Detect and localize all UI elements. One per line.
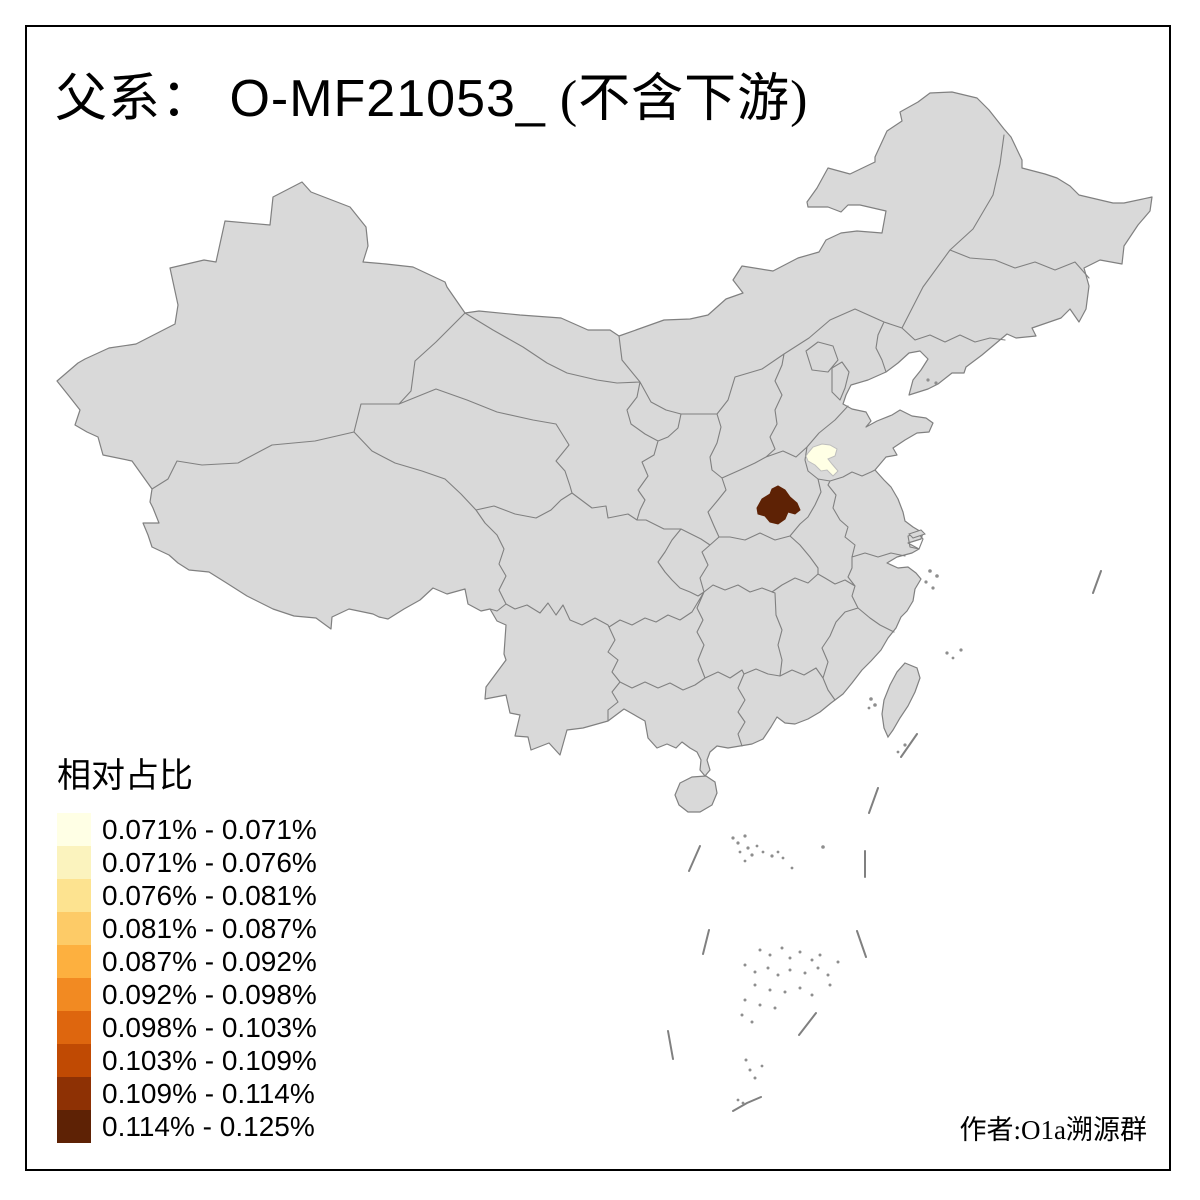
legend-title: 相对占比	[57, 758, 193, 795]
legend-label: 0.092% - 0.098%	[102, 978, 317, 1010]
province-borders	[151, 134, 1090, 747]
legend-swatch	[57, 846, 91, 879]
legend-swatch	[57, 912, 91, 945]
legend-swatch	[57, 813, 91, 846]
legend-label: 0.071% - 0.076%	[102, 846, 317, 878]
highlight-region-min	[805, 443, 839, 477]
island-dots	[731, 378, 963, 1105]
taiwan-island	[881, 662, 921, 739]
legend-swatch	[57, 879, 91, 912]
hainan-island	[674, 775, 718, 813]
title-haplogroup-code: O-MF21053_	[214, 70, 546, 128]
author-credit: 作者:O1a溯源群	[959, 1115, 1147, 1145]
legend-items: 0.071% - 0.071% 0.071% - 0.076% 0.076% - 0…	[57, 813, 317, 1143]
title-suffix: (不含下游)	[545, 71, 809, 128]
legend-label: 0.087% - 0.092%	[102, 945, 317, 977]
legend-item: 0.098% - 0.103%	[57, 1011, 317, 1044]
page-title: 父系： O-MF21053_ (不含下游)	[55, 56, 808, 131]
legend-swatch	[57, 1110, 91, 1143]
legend-label: 0.109% - 0.114%	[102, 1077, 315, 1109]
title-prefix: 父系：	[55, 71, 215, 128]
legend-label: 0.103% - 0.109%	[102, 1044, 317, 1076]
nine-dash-line	[667, 570, 1102, 1112]
legend-item: 0.081% - 0.087%	[57, 912, 317, 945]
legend-item: 0.071% - 0.076%	[57, 846, 317, 879]
highlight-region-max	[756, 485, 801, 525]
mainland-china	[56, 91, 1153, 777]
legend-item: 0.071% - 0.071%	[57, 813, 317, 846]
legend-label: 0.076% - 0.081%	[102, 879, 317, 911]
legend-item: 0.092% - 0.098%	[57, 978, 317, 1011]
chongming-island	[908, 529, 926, 539]
legend-item: 0.087% - 0.092%	[57, 945, 317, 978]
legend-item: 0.103% - 0.109%	[57, 1044, 317, 1077]
legend-label: 0.098% - 0.103%	[102, 1011, 317, 1043]
legend-label: 0.071% - 0.071%	[102, 813, 317, 845]
map-legend: 相对占比 0.071% - 0.071% 0.071% - 0.076% 0.076…	[57, 748, 317, 1143]
legend-swatch	[57, 1044, 91, 1077]
legend-swatch	[57, 1011, 91, 1044]
legend-label: 0.114% - 0.125%	[102, 1110, 315, 1142]
legend-swatch	[57, 978, 91, 1011]
legend-item: 0.114% - 0.125%	[57, 1110, 317, 1143]
legend-label: 0.081% - 0.087%	[102, 912, 317, 944]
legend-item: 0.076% - 0.081%	[57, 879, 317, 912]
legend-swatch	[57, 945, 91, 978]
plot-frame	[25, 25, 1171, 1171]
legend-item: 0.109% - 0.114%	[57, 1077, 317, 1110]
legend-swatch	[57, 1077, 91, 1110]
